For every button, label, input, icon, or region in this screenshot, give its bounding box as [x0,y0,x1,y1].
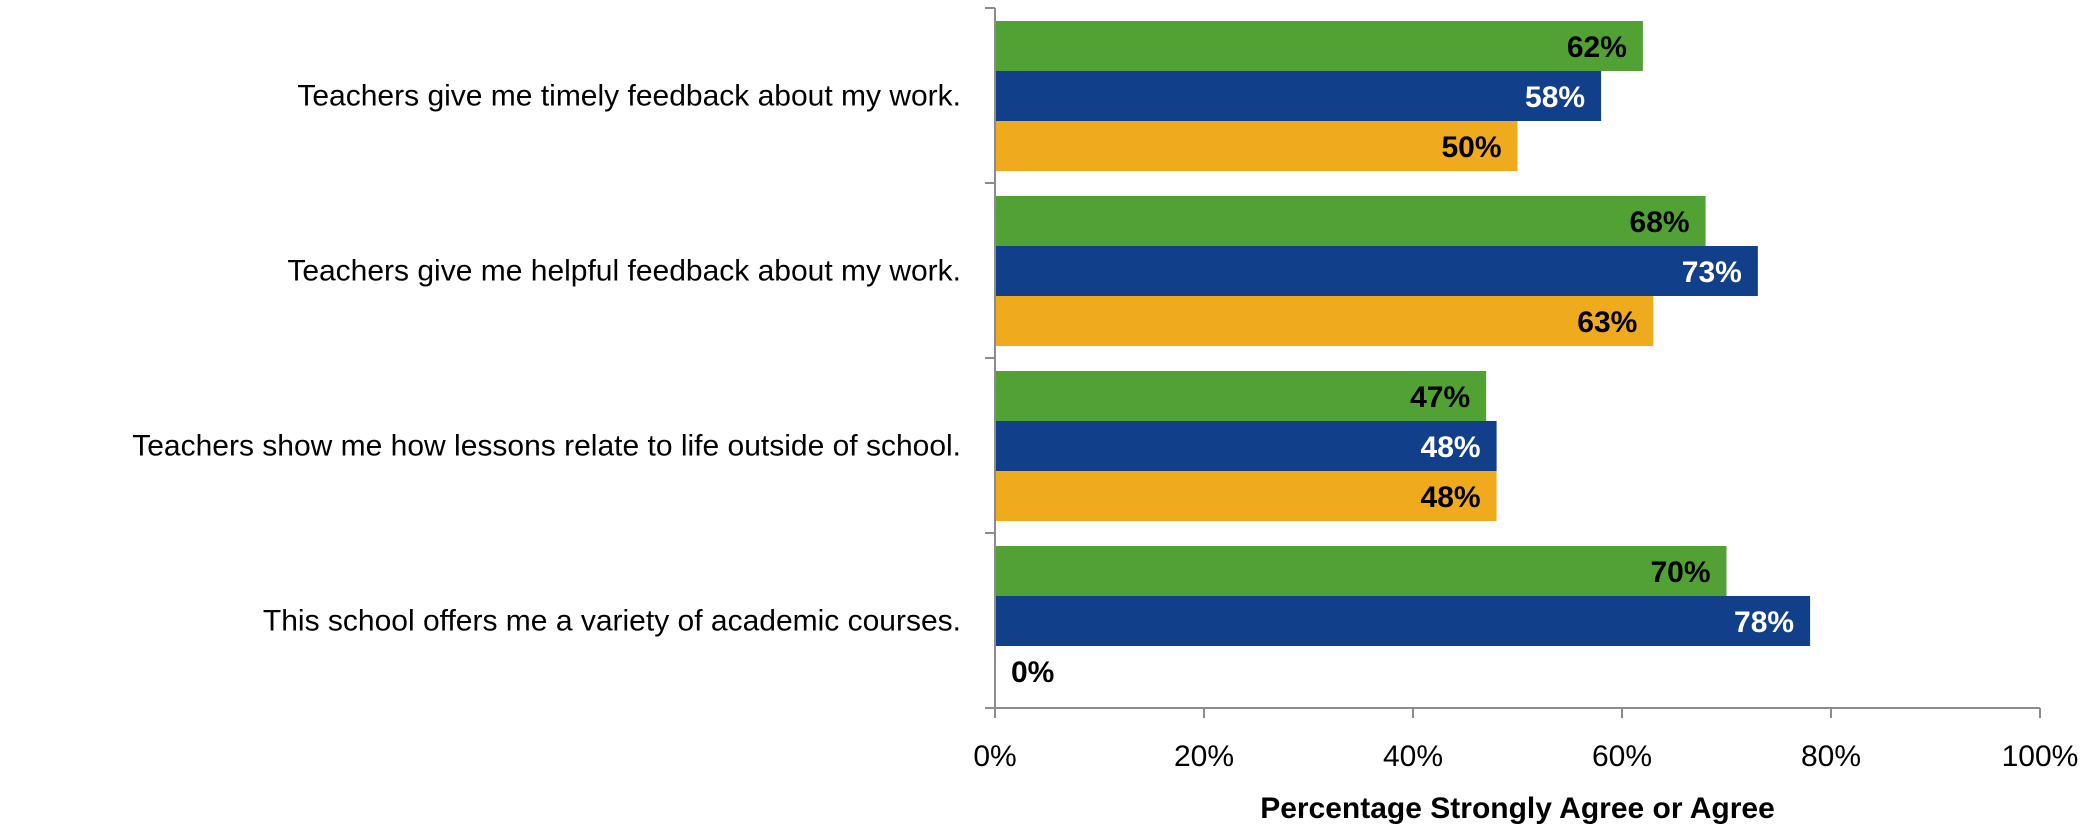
data-label: 70% [1650,556,1710,589]
bar [995,71,1602,121]
data-label: 78% [1734,606,1794,639]
x-tick-label: 60% [1592,740,1652,773]
x-tick-labels: 0% 20% 40% 60% 80% 100% [973,708,2078,773]
axes [985,7,2040,709]
x-axis-title: Percentage Strongly Agree or Agree [1260,792,1775,825]
bar [995,371,1487,421]
data-label: 62% [1567,31,1627,64]
bars-layer [995,21,1811,646]
bar [995,471,1497,521]
bar [995,121,1518,171]
data-label: 58% [1525,81,1585,114]
data-label: 47% [1410,381,1470,414]
x-tick-label: 100% [2002,740,2079,773]
category-label: Teachers show me how lessons relate to l… [132,430,961,463]
category-label: Teachers give me timely feedback about m… [297,80,961,113]
bar [995,421,1497,471]
category-label: Teachers give me helpful feedback about … [287,255,961,288]
data-label: 50% [1441,131,1501,164]
bar [995,546,1727,596]
x-tick-label: 80% [1801,740,1861,773]
data-label: 73% [1682,256,1742,289]
category-label: This school offers me a variety of acade… [263,605,961,638]
x-tick-label: 20% [1174,740,1234,773]
data-label: 0% [1011,656,1054,689]
data-label: 68% [1630,206,1690,239]
x-tick-label: 40% [1383,740,1443,773]
data-labels-layer: 62% 58% 50% 68% 73% 63% 47% 48% 48% 70% 78% 0% [1011,31,1794,689]
bar [995,596,1811,646]
bar [995,246,1758,296]
bar [995,296,1654,346]
bar [995,196,1706,246]
bar [995,21,1643,71]
category-labels: Teachers give me timely feedback about m… [132,80,961,638]
data-label: 48% [1421,431,1481,464]
x-tick-label: 0% [973,740,1016,773]
data-label: 63% [1577,306,1637,339]
data-label: 48% [1421,481,1481,514]
